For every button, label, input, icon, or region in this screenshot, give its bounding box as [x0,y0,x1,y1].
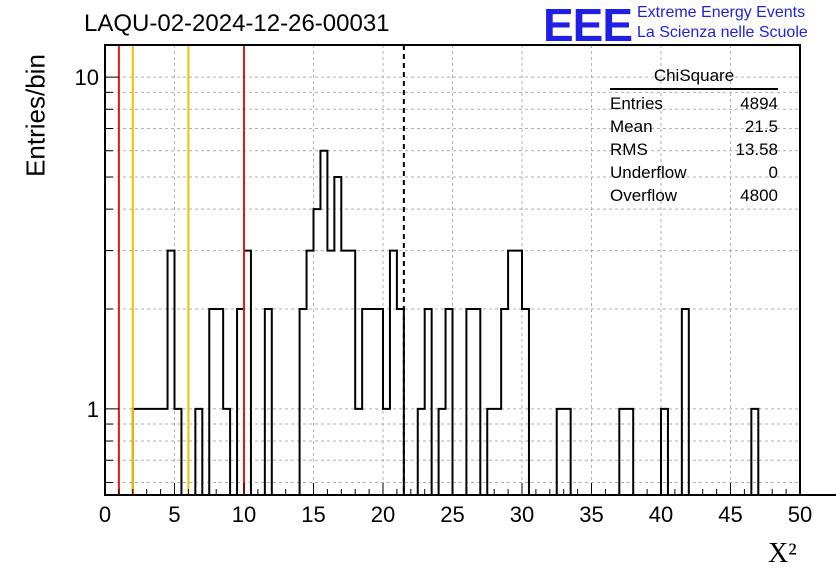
stats-value: 4894 [740,94,778,113]
stats-box: ChiSquare Entries 4894 Mean 21.5 RMS 13.58 … [610,66,778,207]
x-tick-label: 20 [371,502,395,527]
y-tick-label: 10 [75,65,99,90]
stats-row: Underflow 0 [610,161,778,184]
stats-label: Mean [610,117,653,136]
stats-value: 0 [768,163,778,182]
x-tick-label: 50 [788,502,812,527]
logo-line-1: Extreme Energy Events [637,4,806,21]
x-tick-label: 40 [649,502,673,527]
x-axis-label: X² [768,538,797,569]
x-tick-label: 10 [232,502,256,527]
stats-row: Entries 4894 [610,92,778,115]
x-tick-label: 30 [510,502,534,527]
stats-label: Overflow [610,186,678,205]
x-tick-label: 25 [440,502,464,527]
chart-title: LAQU-02-2024-12-26-00031 [84,10,390,37]
stats-label: Underflow [610,163,687,182]
x-tick-label: 0 [99,502,111,527]
stats-row: Mean 21.5 [610,115,778,138]
y-tick-label: 1 [87,397,99,422]
x-tick-label: 45 [718,502,742,527]
stats-value: 13.58 [735,140,778,159]
logo-line-2: La Scienza nelle Scuole [637,24,808,41]
stats-row: Overflow 4800 [610,184,778,207]
stats-label: RMS [610,140,648,159]
stats-value: 4800 [740,186,778,205]
stats-title: ChiSquare [610,66,778,90]
eee-logo: EEE [543,0,633,51]
stats-value: 21.5 [744,117,778,136]
x-tick-label: 35 [579,502,603,527]
x-tick-label: 15 [301,502,325,527]
stats-label: Entries [610,94,663,113]
x-tick-label: 5 [168,502,180,527]
y-axis-label: Entries/bin [20,54,51,177]
stats-row: RMS 13.58 [610,138,778,161]
